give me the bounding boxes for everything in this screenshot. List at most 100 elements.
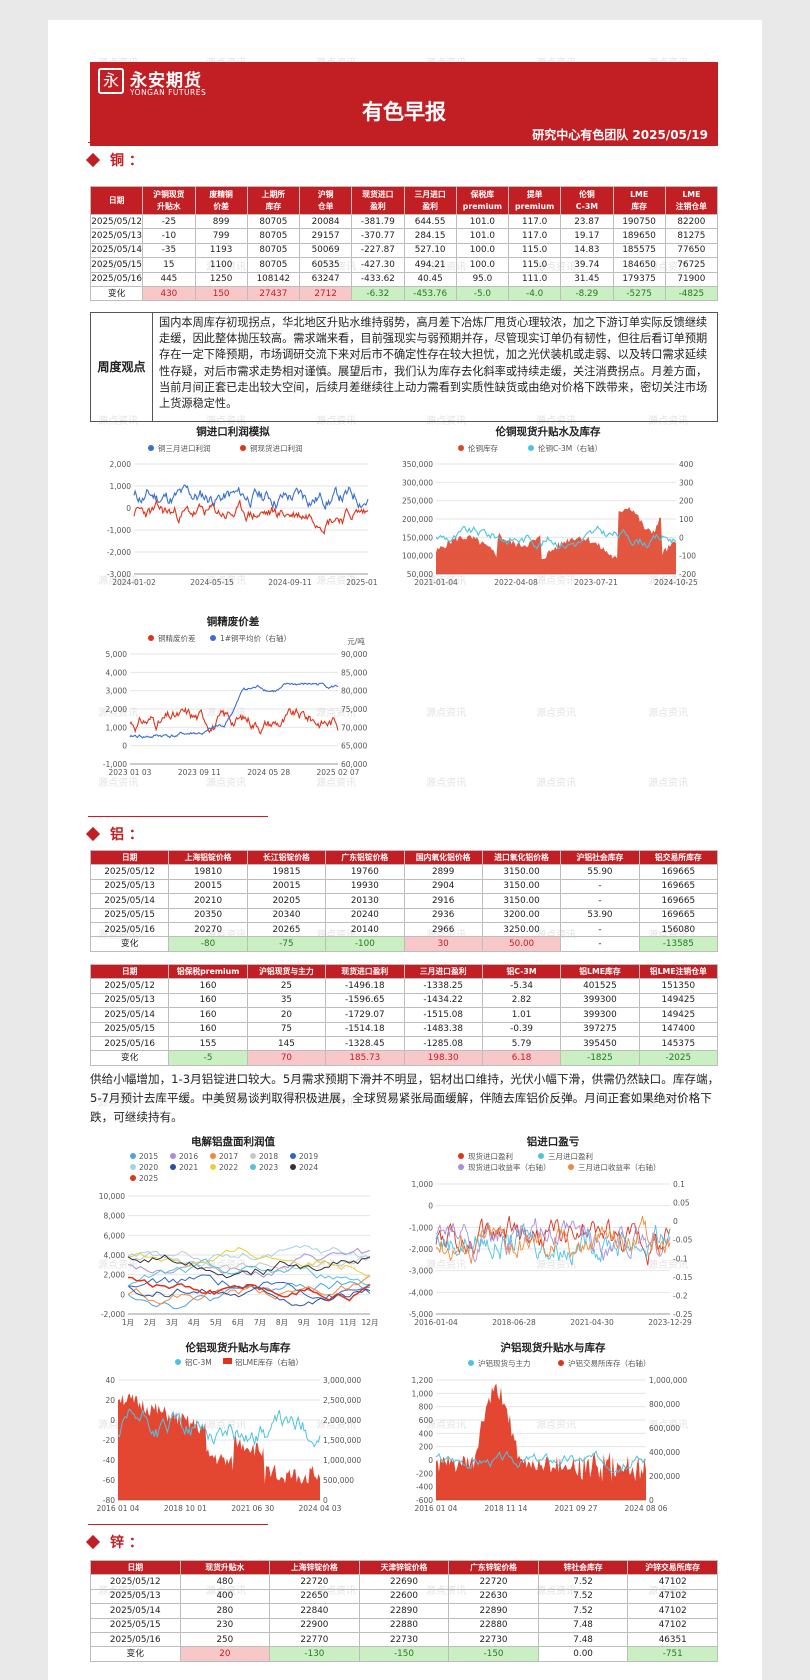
change-label: 变化 <box>90 1646 181 1662</box>
x-tick-label: 2024-01-02 <box>112 578 156 587</box>
legend-label: 伦铜C-3M（右轴） <box>538 443 602 453</box>
chart-title: 铝进口盈亏 <box>526 1136 580 1148</box>
legend-swatch <box>458 445 464 451</box>
table-cell: 3150.00 <box>481 864 562 880</box>
change-cell: 30 <box>403 936 483 952</box>
legend-swatch <box>210 1153 216 1159</box>
y-tick-label: 4,000 <box>104 1251 126 1260</box>
y-tick-label: -1,000 <box>107 526 131 535</box>
table-cell: 80705 <box>246 242 301 259</box>
chart-title: 铜进口利润模拟 <box>196 426 270 438</box>
y-tick-label: -200 <box>416 1469 433 1478</box>
legend-label: 铜三月进口利润 <box>158 443 211 453</box>
table-cell: 145 <box>246 1035 327 1052</box>
table-cell: 160 <box>168 978 248 994</box>
series-line-year <box>127 1250 371 1272</box>
table-cell: -370.77 <box>351 228 405 244</box>
diamond-bullet-icon <box>85 1534 101 1550</box>
y-tick-label-right: 200,000 <box>649 1472 680 1481</box>
series-area-inventory <box>436 506 676 574</box>
x-tick-label: 2022-04-08 <box>494 578 538 587</box>
x-tick-label: 11月 <box>339 1318 356 1327</box>
y-tick-label-right: -200 <box>679 570 696 579</box>
y-tick-label-right: 85,000 <box>341 668 367 677</box>
table-cell: 2899 <box>403 864 483 880</box>
y-tick-label: -60 <box>103 1476 115 1485</box>
column-header: 上海锌锭价格 <box>269 1559 360 1576</box>
y-tick-label: 300,000 <box>402 478 433 487</box>
table-cell: 19760 <box>325 864 405 880</box>
table-row: 2025/05/14 280 22840 22890 22890 7.52 47102 <box>90 1603 718 1619</box>
legend-label: 现货进口收益率（右轴） <box>468 1162 551 1172</box>
legend-label: 2020 <box>139 1163 158 1172</box>
series-line-year <box>127 1258 371 1287</box>
legend-swatch <box>210 1164 216 1170</box>
row-date: 2025/05/14 <box>89 893 170 909</box>
table-cell: 160 <box>168 1021 248 1037</box>
y-tick-label: 1,000 <box>412 1389 434 1398</box>
table-cell: 47102 <box>627 1574 718 1590</box>
table-cell: -433.62 <box>351 271 405 287</box>
y-tick-label: 0 <box>110 1416 115 1425</box>
chart-canvas: 2015 2016 2017 2018 2019 2020 2021 2022 2023 2024… <box>99 1152 379 1327</box>
y-tick-label: 5,000 <box>106 650 128 659</box>
y-tick-label: 2,000 <box>106 705 128 714</box>
aluminum-shfe-chart: 沪铝现货升贴水与库存 沪铝现货与主力 沪铝交易所库存（右轴） 1,200 1,000 8… <box>388 1340 718 1520</box>
table-cell: 22650 <box>269 1588 360 1605</box>
y-tick-label: -40 <box>103 1456 115 1465</box>
table-cell: 179375 <box>612 271 666 287</box>
copper-scrap-spread-chart: 铜精废价差 铜精废价差 1#铜平均价（右轴） 元/吨 5,000 4,000 3,000 2… <box>88 614 378 784</box>
legend-label: 2016 <box>179 1152 198 1161</box>
logo-en: YONGAN FUTURES <box>130 88 207 97</box>
y-tick-label: 0 <box>120 1290 125 1299</box>
column-header: 铝保税premium <box>168 963 248 980</box>
table-cell: 22720 <box>448 1574 539 1590</box>
table-cell: 101.0 <box>455 213 510 230</box>
change-cell: -1825 <box>560 1050 640 1066</box>
x-tick-label: 5月 <box>210 1318 222 1327</box>
table-cell: 20205 <box>246 893 327 909</box>
row-date: 2025/05/15 <box>89 907 170 923</box>
series-line-import <box>435 1216 671 1264</box>
y-tick-label: 8,000 <box>104 1212 126 1221</box>
y-tick-label-right: 0.1 <box>673 1180 685 1189</box>
table-cell: 20350 <box>168 907 248 923</box>
row-date: 2025/05/15 <box>89 1021 170 1037</box>
watermark: 源点资讯 <box>426 778 466 789</box>
y-tick-label: 150,000 <box>402 533 433 542</box>
row-date: 2025/05/16 <box>89 921 170 938</box>
y-tick-label: -600 <box>416 1496 433 1505</box>
table-cell: 95.0 <box>455 271 510 287</box>
legend-label: 沪铝交易所库存（右轴） <box>568 1358 651 1368</box>
table-cell: -25 <box>142 213 196 230</box>
change-label: 变化 <box>89 936 170 952</box>
table-cell: 399300 <box>560 1007 640 1023</box>
table-cell: 15 <box>142 257 196 273</box>
table-cell: 1100 <box>194 257 248 273</box>
report-page: 源点资讯 源点资讯 源点资讯 源点资讯 源点资讯 源点资讯 源点资讯 源点资讯 源点资讯 源点资讯… <box>48 20 762 1680</box>
y-tick-label-right: 2,500,000 <box>323 1396 361 1405</box>
table-cell: -1496.18 <box>325 978 405 994</box>
table-row: 2025/05/12 480 22720 22690 22720 7.52 47102 <box>90 1574 718 1590</box>
y-tick-label-right: 400,000 <box>649 1448 680 1457</box>
column-header: 日期 <box>89 963 170 980</box>
column-header: 沪铝现货与主力 <box>246 963 327 980</box>
y-tick-label: 40 <box>105 1376 115 1385</box>
legend-swatch <box>458 1164 464 1170</box>
copper-lme-chart: 伦铜现货升贴水及库存 伦铜库存 伦铜C-3M（右轴） 350,000 300,000 2… <box>388 424 708 594</box>
y-tick-label-right: 0 <box>649 1496 654 1505</box>
y-tick-label: -400 <box>416 1483 433 1492</box>
y-axis-unit-label: 元/吨 <box>347 636 365 646</box>
x-tick-label: 2021 06 30 <box>231 1504 274 1513</box>
legend-swatch <box>170 1153 176 1159</box>
change-cell: -100 <box>325 936 405 952</box>
table-cell: 80705 <box>246 228 301 244</box>
table-cell: 3250.00 <box>481 921 562 938</box>
x-tick-label: 2016-01-04 <box>414 1318 458 1327</box>
change-cell: -8.29 <box>560 285 614 302</box>
x-tick-label: 2024-09-11 <box>268 578 312 587</box>
column-header: 上海铝锭价格 <box>168 849 248 866</box>
x-tick-label: 2024 08 06 <box>625 1504 668 1513</box>
table-cell: 20340 <box>246 907 327 923</box>
logo-cn: 永安期货 <box>130 71 202 91</box>
